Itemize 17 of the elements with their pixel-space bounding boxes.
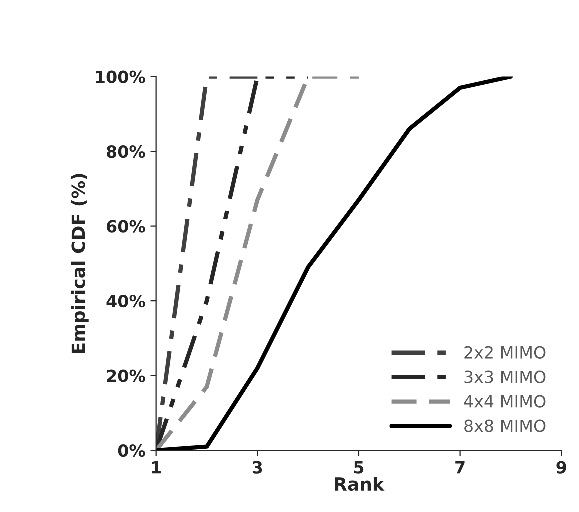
x-tick-label: 9 — [556, 461, 566, 474]
y-tick-label: 60% — [107, 220, 146, 233]
y-tick-label: 0% — [118, 444, 146, 458]
y-tick-label: 40% — [106, 295, 146, 308]
y-tick-label: 80% — [107, 146, 146, 158]
x-tick-label: 7 — [456, 461, 465, 474]
x-axis-title: Rank — [335, 477, 385, 492]
y-tick-label: 20% — [107, 370, 146, 382]
legend-label: 8x8 MIMO — [464, 420, 546, 432]
legend-label: 2x2 MIMO — [464, 346, 546, 359]
legend-label: 4x4 MIMO — [464, 395, 546, 408]
y-axis-title: Empirical CDF (%) — [71, 174, 89, 354]
legend-label: 3x3 MIMO — [464, 370, 546, 384]
x-tick-label: 1 — [152, 461, 161, 474]
y-tick-label: 100% — [96, 70, 146, 84]
x-tick-label: 5 — [354, 461, 364, 474]
x-tick-label: 3 — [252, 461, 262, 474]
